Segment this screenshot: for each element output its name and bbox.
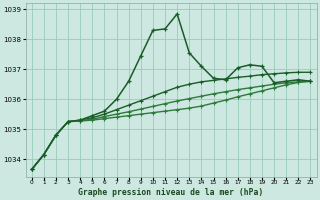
X-axis label: Graphe pression niveau de la mer (hPa): Graphe pression niveau de la mer (hPa) xyxy=(78,188,264,197)
